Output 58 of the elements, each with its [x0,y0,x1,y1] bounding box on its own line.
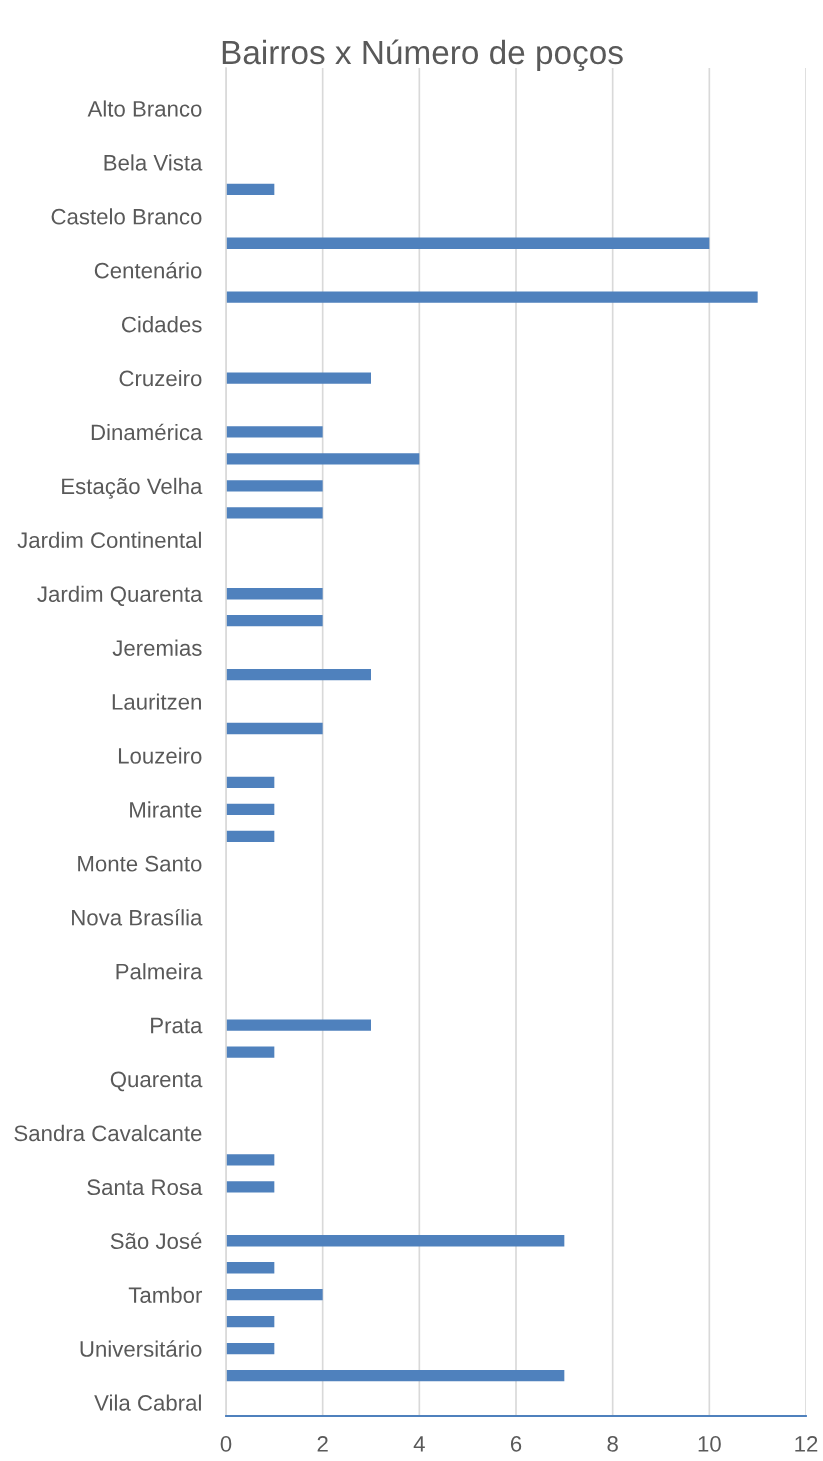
bar [226,1289,323,1301]
bar [226,830,275,843]
bar [226,588,323,600]
y-tick-label: Santa Rosa [87,1179,203,1196]
bar [226,615,323,627]
y-tick-label: Palmeira [116,963,203,980]
bar [226,453,420,465]
y-tick-label: Jardim Continental [17,531,201,549]
y-tick-label: Mirante [130,801,202,818]
bar [226,1342,275,1355]
y-tick-label: Nova Brasília [72,908,203,926]
bar [226,183,275,195]
bar [226,291,758,303]
bar [226,1046,275,1058]
y-tick-label: Jardim Quarenta [37,585,203,606]
bar [226,722,323,735]
y-tick-label: Estação Velha [62,477,203,499]
y-tick-label: Cidades [121,316,202,333]
y-tick-label: Alto Branco [87,100,202,117]
y-tick-label: Dinamérica [91,423,203,441]
bar [226,372,371,384]
y-tick-label: São José [110,1232,202,1250]
y-tick-label: Louzeiro [118,747,202,764]
bar [226,507,323,519]
bar [226,1369,565,1382]
bar [226,1154,275,1166]
y-tick-label: Cruzeiro [119,369,202,387]
y-tick-label: Sandra Cavalcante [14,1124,202,1142]
y-tick-label: Jeremias [112,639,202,656]
x-tick-label: 10 [698,1436,721,1452]
bar [226,1181,275,1193]
bar [226,668,371,681]
bar [226,426,323,438]
bar [226,1235,565,1247]
bar [226,480,323,492]
y-tick-label: Castelo Branco [51,208,202,225]
x-tick-label: 8 [607,1436,618,1452]
bar [226,1262,275,1274]
chart-title: Bairros x Número de poços [222,39,623,72]
y-tick-label: Vila Cabral [94,1394,201,1411]
y-tick-label: Quarenta [110,1071,203,1092]
y-tick-label: Universitário [80,1340,202,1357]
x-tick-label: 0 [220,1436,232,1452]
bar [226,803,275,816]
bar [226,1315,275,1328]
bar [226,1019,371,1031]
y-tick-label: Bela Vista [104,154,203,171]
bar [226,237,710,249]
y-tick-label: Prata [151,1017,203,1034]
y-tick-label: Tambor [128,1286,203,1303]
x-tick-label: 2 [317,1436,328,1452]
x-tick-label: 6 [510,1436,522,1452]
x-tick-label: 4 [413,1436,425,1452]
y-tick-label: Monte Santo [78,855,202,872]
x-tick-label: 12 [795,1436,818,1452]
bar [226,776,275,789]
y-tick-label: Lauritzen [112,693,201,710]
y-tick-label: Centenário [94,261,202,279]
